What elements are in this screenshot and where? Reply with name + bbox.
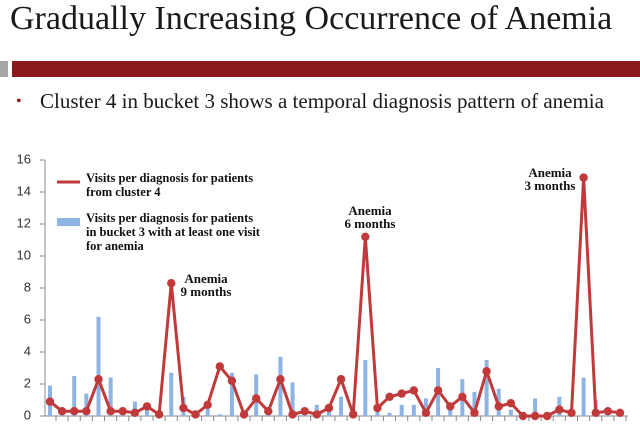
marker bbox=[543, 411, 552, 421]
marker bbox=[579, 173, 588, 182]
marker bbox=[154, 410, 164, 419]
y-tick-label: 6 bbox=[24, 311, 31, 326]
marker bbox=[494, 402, 503, 411]
legend-label: Visits per diagnosis for patients in buc… bbox=[86, 211, 260, 253]
bar bbox=[72, 376, 77, 416]
annotation: Anemia 6 months bbox=[344, 203, 396, 231]
marker bbox=[373, 403, 382, 413]
legend-label: Visits per diagnosis for patients from c… bbox=[86, 171, 254, 199]
y-tick-label: 12 bbox=[17, 215, 31, 230]
marker bbox=[470, 408, 479, 417]
slide-title: Gradually Increasing Occurrence of Anemi… bbox=[10, 0, 613, 37]
marker bbox=[300, 407, 309, 416]
bar bbox=[508, 409, 513, 416]
marker bbox=[45, 397, 55, 406]
marker bbox=[397, 389, 406, 398]
marker bbox=[130, 408, 140, 417]
marker bbox=[348, 410, 358, 419]
bar bbox=[278, 356, 283, 416]
marker bbox=[555, 405, 564, 414]
marker bbox=[82, 407, 91, 416]
marker bbox=[361, 232, 370, 241]
bar bbox=[387, 412, 392, 416]
y-tick-label: 14 bbox=[17, 183, 31, 198]
marker bbox=[276, 375, 285, 384]
marker bbox=[421, 408, 431, 417]
header-accent bbox=[0, 61, 8, 77]
bar bbox=[290, 382, 295, 416]
y-tick-label: 0 bbox=[24, 407, 31, 422]
y-tick-label: 8 bbox=[24, 279, 31, 294]
marker bbox=[288, 410, 297, 419]
bar bbox=[339, 396, 344, 416]
marker bbox=[567, 408, 576, 417]
marker bbox=[70, 407, 79, 416]
y-tick-label: 4 bbox=[24, 343, 31, 358]
y-tick-label: 16 bbox=[17, 151, 31, 166]
marker bbox=[118, 407, 127, 416]
annotation: Anemia 3 months bbox=[524, 165, 576, 193]
marker bbox=[142, 402, 152, 411]
marker bbox=[239, 410, 249, 419]
bar bbox=[399, 404, 404, 416]
header-band bbox=[12, 61, 640, 77]
marker bbox=[203, 400, 212, 409]
legend-swatch bbox=[57, 218, 80, 226]
marker bbox=[591, 408, 600, 417]
bar bbox=[205, 406, 210, 416]
bar bbox=[217, 414, 222, 416]
marker bbox=[530, 411, 540, 421]
marker bbox=[312, 410, 322, 419]
marker bbox=[57, 407, 67, 416]
bar bbox=[108, 377, 113, 416]
marker bbox=[458, 392, 467, 401]
marker bbox=[336, 375, 346, 384]
bar bbox=[423, 398, 428, 416]
bar bbox=[533, 398, 538, 416]
marker bbox=[264, 407, 273, 416]
annotation: Anemia 9 months bbox=[180, 271, 232, 299]
marker bbox=[227, 376, 237, 385]
marker bbox=[179, 403, 188, 413]
bullet-marker: • bbox=[16, 93, 22, 110]
bar bbox=[472, 392, 477, 416]
marker bbox=[615, 408, 625, 417]
marker bbox=[106, 407, 115, 416]
bar bbox=[581, 377, 586, 416]
marker bbox=[167, 279, 176, 288]
marker bbox=[251, 394, 261, 403]
marker bbox=[482, 367, 491, 376]
bar bbox=[375, 411, 380, 416]
marker bbox=[385, 392, 394, 401]
marker bbox=[409, 386, 419, 395]
bar bbox=[84, 393, 89, 416]
y-tick-label: 2 bbox=[24, 375, 31, 390]
marker bbox=[506, 399, 516, 408]
bar bbox=[229, 372, 234, 416]
marker bbox=[94, 375, 103, 384]
bar bbox=[363, 360, 368, 416]
marker bbox=[603, 407, 613, 416]
bar bbox=[411, 404, 416, 416]
bar bbox=[169, 372, 174, 416]
marker bbox=[433, 386, 443, 395]
bar bbox=[96, 316, 101, 416]
bullet-text: Cluster 4 in bucket 3 shows a temporal d… bbox=[40, 89, 604, 113]
marker bbox=[324, 403, 334, 413]
marker bbox=[191, 410, 200, 419]
bar bbox=[484, 360, 489, 416]
marker bbox=[446, 402, 455, 411]
y-tick-label: 10 bbox=[17, 247, 31, 262]
marker bbox=[518, 411, 528, 421]
marker bbox=[215, 362, 224, 371]
